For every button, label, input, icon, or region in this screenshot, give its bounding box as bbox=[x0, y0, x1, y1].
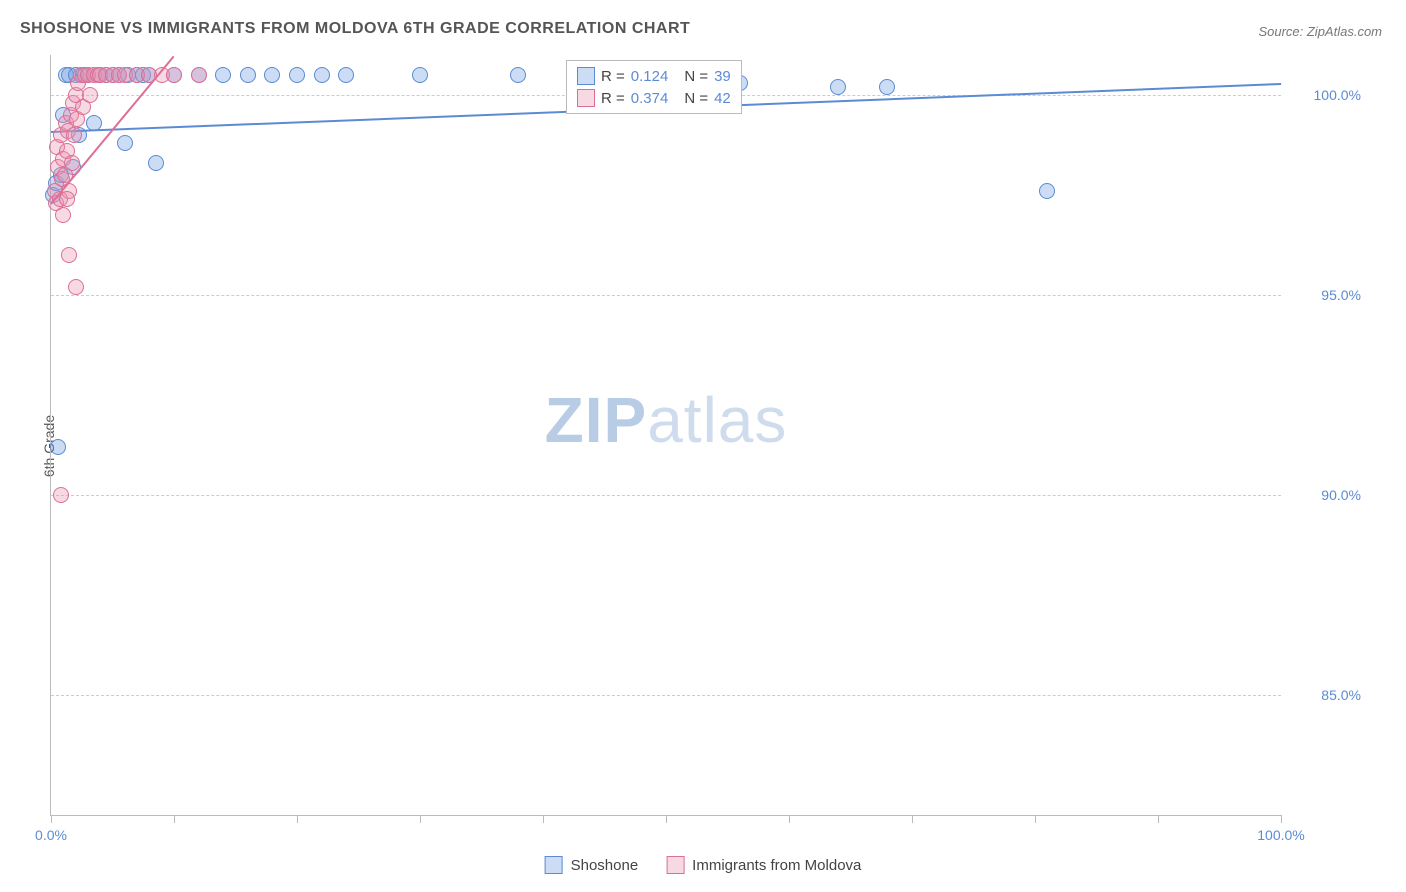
xtick bbox=[1158, 815, 1159, 823]
scatter-point bbox=[1039, 183, 1055, 199]
scatter-point bbox=[117, 135, 133, 151]
scatter-point bbox=[148, 155, 164, 171]
swatch-icon bbox=[577, 89, 595, 107]
scatter-point bbox=[191, 67, 207, 83]
corr-r-value: 0.374 bbox=[631, 90, 669, 107]
xtick bbox=[1035, 815, 1036, 823]
source-label: Source: ZipAtlas.com bbox=[1258, 24, 1382, 39]
corr-r-label: R = bbox=[601, 90, 625, 107]
legend-label: Shoshone bbox=[571, 857, 639, 874]
legend-item: Shoshone bbox=[545, 856, 639, 874]
xtick-label: 0.0% bbox=[35, 827, 67, 843]
scatter-point bbox=[59, 191, 75, 207]
corr-n-value: 42 bbox=[714, 90, 731, 107]
scatter-point bbox=[53, 487, 69, 503]
xtick bbox=[51, 815, 52, 823]
correlation-row: R = 0.374 N = 42 bbox=[577, 87, 731, 109]
scatter-point bbox=[215, 67, 231, 83]
corr-r-value: 0.124 bbox=[631, 68, 669, 85]
plot-area: ZIPatlas 85.0%90.0%95.0%100.0%0.0%100.0%… bbox=[50, 55, 1281, 816]
watermark: ZIPatlas bbox=[545, 383, 788, 457]
xtick bbox=[420, 815, 421, 823]
xtick bbox=[789, 815, 790, 823]
xtick-label: 100.0% bbox=[1257, 827, 1304, 843]
corr-n-label: N = bbox=[684, 90, 708, 107]
corr-n-value: 39 bbox=[714, 68, 731, 85]
gridline bbox=[51, 495, 1281, 496]
scatter-point bbox=[50, 439, 66, 455]
scatter-point bbox=[289, 67, 305, 83]
xtick bbox=[1281, 815, 1282, 823]
scatter-point bbox=[166, 67, 182, 83]
swatch-icon bbox=[666, 856, 684, 874]
gridline bbox=[51, 695, 1281, 696]
chart-title: SHOSHONE VS IMMIGRANTS FROM MOLDOVA 6TH … bbox=[20, 20, 690, 38]
scatter-point bbox=[338, 67, 354, 83]
scatter-point bbox=[830, 79, 846, 95]
scatter-point bbox=[879, 79, 895, 95]
swatch-icon bbox=[545, 856, 563, 874]
scatter-point bbox=[240, 67, 256, 83]
scatter-point bbox=[68, 279, 84, 295]
xtick bbox=[174, 815, 175, 823]
corr-n-label: N = bbox=[684, 68, 708, 85]
scatter-point bbox=[412, 67, 428, 83]
legend-bottom: Shoshone Immigrants from Moldova bbox=[545, 856, 862, 874]
corr-r-label: R = bbox=[601, 68, 625, 85]
scatter-point bbox=[55, 207, 71, 223]
xtick bbox=[297, 815, 298, 823]
scatter-point bbox=[314, 67, 330, 83]
correlation-box: R = 0.124 N = 39 R = 0.374 N = 42 bbox=[566, 60, 742, 114]
xtick bbox=[543, 815, 544, 823]
ytick-label: 85.0% bbox=[1291, 687, 1361, 703]
xtick bbox=[666, 815, 667, 823]
scatter-point bbox=[264, 67, 280, 83]
ytick-label: 95.0% bbox=[1291, 287, 1361, 303]
watermark-bold: ZIP bbox=[545, 384, 648, 456]
ytick-label: 100.0% bbox=[1291, 87, 1361, 103]
gridline bbox=[51, 295, 1281, 296]
legend-label: Immigrants from Moldova bbox=[692, 857, 861, 874]
scatter-point bbox=[510, 67, 526, 83]
scatter-point bbox=[61, 247, 77, 263]
swatch-icon bbox=[577, 67, 595, 85]
watermark-light: atlas bbox=[647, 384, 787, 456]
scatter-point bbox=[66, 127, 82, 143]
scatter-point bbox=[82, 87, 98, 103]
ytick-label: 90.0% bbox=[1291, 487, 1361, 503]
xtick bbox=[912, 815, 913, 823]
legend-item: Immigrants from Moldova bbox=[666, 856, 861, 874]
correlation-row: R = 0.124 N = 39 bbox=[577, 65, 731, 87]
